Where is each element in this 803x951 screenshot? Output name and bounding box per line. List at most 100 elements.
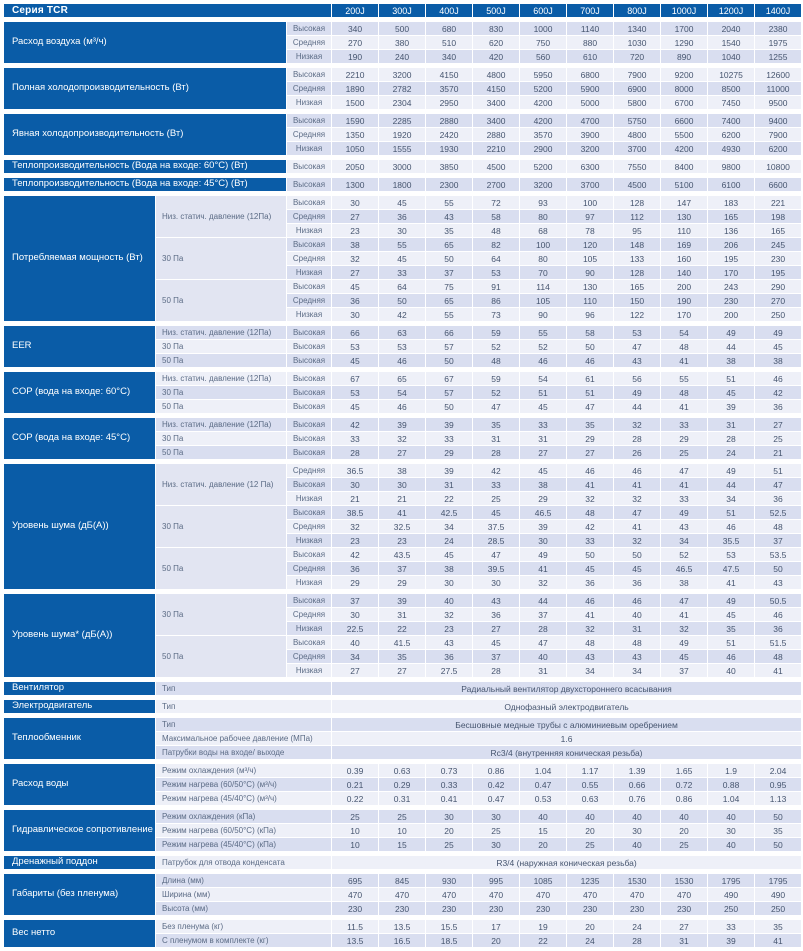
spec-value-cell: 3570 [425,81,474,96]
spec-value-cell: 1.04 [707,791,756,806]
table-row: Габариты (без пленума) Длина (мм) 695 845 93… [3,873,803,916]
spec-value-cell: 33 [519,417,568,432]
spec-value-cell: 39 [425,417,474,432]
spec-sublabel: Низ. статич. давление (12Па) [155,371,287,386]
spec-value-cell: 1000 [519,21,568,36]
fan-speed-label: Средняя [285,649,333,664]
fan-speed-label: Средняя [285,35,333,50]
spec-value-cell: 40 [613,837,662,852]
spec-value-cell: 470 [425,887,474,902]
spec-value-cell: 9200 [660,67,709,82]
spec-value-cell: 6600 [660,113,709,128]
spec-value-cell: 31 [613,621,662,636]
spec-value-cell: 3400 [472,95,521,110]
spec-value-cell: 65 [378,371,427,386]
spec-value-cell: 10 [378,823,427,838]
spec-value-cell: 27 [660,919,709,934]
spec-value-cell: 0.72 [660,777,709,792]
spec-value-cell: 33 [566,533,615,548]
spec-value-cell: 4930 [707,141,756,156]
spec-value-cell: 43 [660,519,709,534]
spec-value-cell: 2040 [707,21,756,36]
spec-value-cell: 70 [519,265,568,280]
spec-value-cell: 32.5 [378,519,427,534]
table-row: COP (вода на входе: 60°C) Низ. статич. да… [3,371,803,414]
spec-value-cell: 30 [519,533,568,548]
section-gap [3,367,802,372]
table-row: Средняя 30 31 32 36 37 41 40 41 45 46 [4,607,803,622]
section-label: Теплопроизводительность (Вода на входе: … [3,177,287,192]
spec-value-cell: 42 [331,547,380,562]
spec-value-cell: 36 [754,621,803,636]
spec-value-cell: 46 [754,607,803,622]
spec-value-cell: 470 [378,887,427,902]
spec-value-cell: 43 [754,575,803,590]
fan-speed-label: Низкая [285,663,333,678]
model-header-700J: 700J [566,3,615,18]
table-row: Средняя 34 35 36 37 40 43 43 45 46 48 [4,649,803,664]
spec-value-cell: 40 [613,809,662,824]
spec-value-cell: 6300 [566,159,615,174]
spec-value-cell: 41 [660,607,709,622]
spec-value-cell: 1890 [331,81,380,96]
spec-value-cell: 2700 [472,177,521,192]
section-label: COP (вода на входе: 45°C) [3,417,156,460]
spec-span-value: Бесшовные медные трубы с алюминиевым оре… [331,717,803,732]
table-row: Теплопроизводительность (Вода на входе: … [3,159,803,174]
spec-value-cell: 48 [754,649,803,664]
spec-value-cell: 2880 [472,127,521,142]
table-row: Средняя 36 50 65 86 105 110 150 190 230 270 [4,293,803,308]
spec-value-cell: 38 [378,463,427,478]
spec-value-cell: 48 [472,223,521,238]
spec-value-cell: 49 [707,463,756,478]
section-label: Расход воды [3,763,156,806]
model-header-1000J: 1000J [660,3,709,18]
spec-value-cell: 30 [331,477,380,492]
section-gap [3,589,802,594]
fan-speed-label: Высокая [285,371,333,386]
spec-sublabel: Низ. статич. давление (12Па) [155,325,287,340]
spec-value-cell: 31 [660,933,709,948]
spec-value-cell: 25 [754,431,803,446]
spec-value-cell: 35.5 [707,533,756,548]
spec-value-cell: 0.55 [566,777,615,792]
spec-value-cell: 36 [566,575,615,590]
model-header-400J: 400J [425,3,474,18]
spec-sublabel: Ширина (мм) [154,887,333,902]
spec-value-cell: 31 [378,607,427,622]
table-row: Низкая 1500 2304 2950 3400 4200 5000 5800 6700 74… [4,95,803,110]
section-gap [3,805,802,810]
fan-speed-label: Средняя [285,251,333,266]
spec-value-cell: 12600 [754,67,803,82]
spec-span-value: 1.6 [331,731,803,746]
spec-value-cell: 73 [472,307,521,322]
spec-value-cell: 147 [660,195,709,210]
fan-speed-label: Низкая [285,141,333,156]
section-gap [3,759,802,764]
fan-speed-label: Высокая [285,505,333,520]
fan-speed-label: Средняя [285,209,333,224]
fan-speed-label: Средняя [285,81,333,96]
spec-value-cell: 30 [707,823,756,838]
table-row: Расход воды Режим охлаждения (м³/ч) 0.39 0.… [3,763,803,806]
spec-value-cell: 0.53 [519,791,568,806]
fan-speed-label: Низкая [285,533,333,548]
spec-value-cell: 2285 [378,113,427,128]
fan-speed-label: Средняя [285,519,333,534]
table-row: Низкая 190 240 340 420 560 610 720 890 1040 1255 [4,49,803,64]
section-gap [3,63,802,68]
table-row: Потребляемая мощность (Вт) Низ. статич. д… [3,195,803,322]
fan-speed-label: Низкая [285,491,333,506]
spec-value-cell: 1540 [707,35,756,50]
spec-value-cell: 25 [660,837,709,852]
spec-value-cell: 29 [660,431,709,446]
spec-value-cell: 11000 [754,81,803,96]
spec-value-cell: 41 [378,505,427,520]
spec-value-cell: 40 [707,837,756,852]
spec-value-cell: 2210 [472,141,521,156]
table-row: Низкая 22.5 22 23 27 28 32 31 32 35 36 [4,621,803,636]
spec-value-cell: 4150 [425,67,474,82]
spec-value-cell: 1300 [331,177,380,192]
spec-value-cell: 24 [613,919,662,934]
spec-value-cell: 25 [566,837,615,852]
